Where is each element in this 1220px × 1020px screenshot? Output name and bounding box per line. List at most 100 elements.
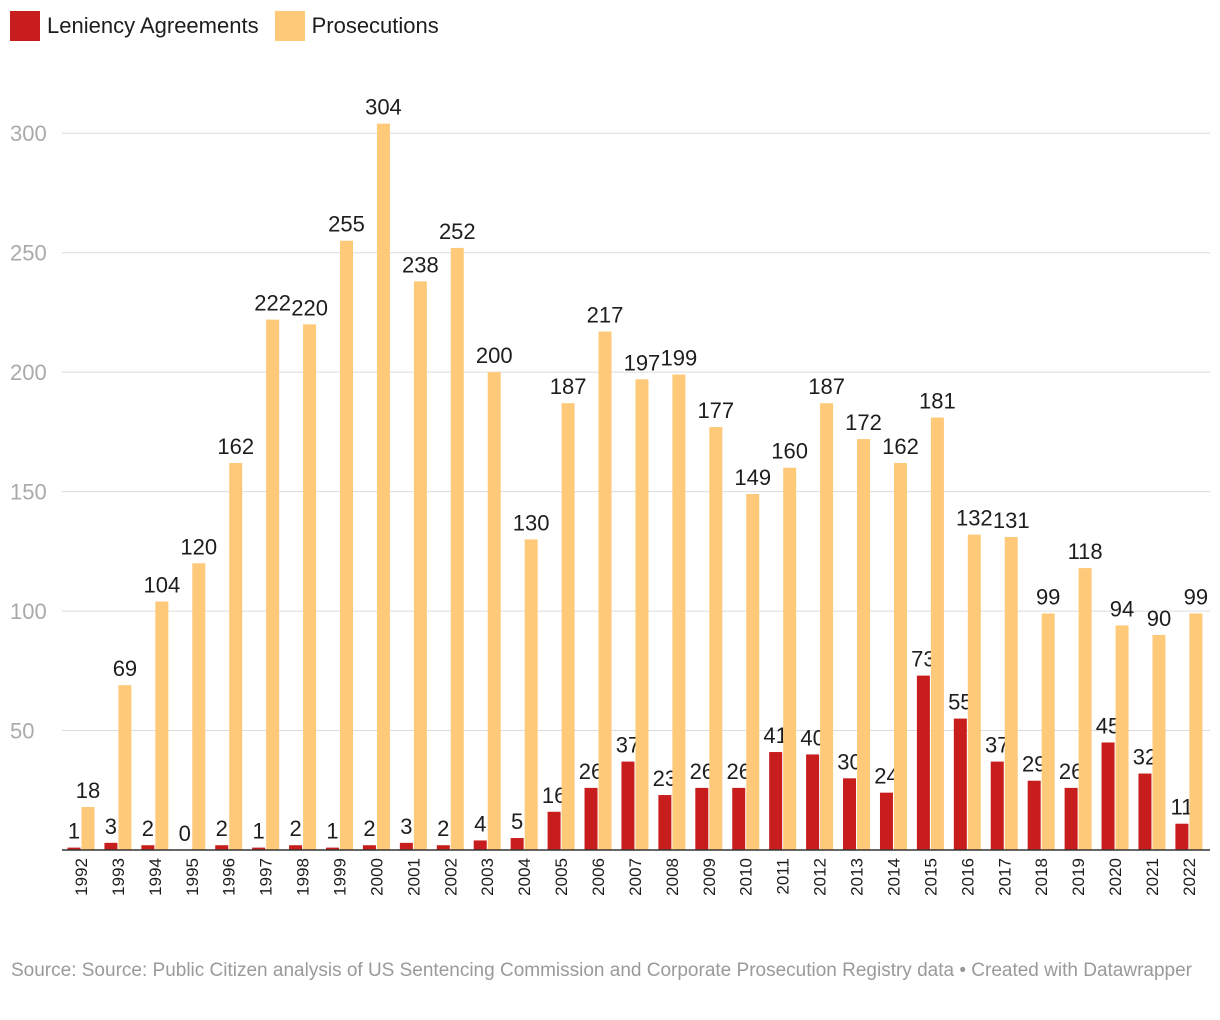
bar-prosecutions xyxy=(118,685,132,850)
x-tick-label: 1996 xyxy=(220,858,239,896)
x-tick-label: 2022 xyxy=(1180,858,1199,896)
bar-leniency xyxy=(510,838,524,850)
bar-prosecutions xyxy=(413,281,427,851)
x-tick-label: 2003 xyxy=(478,858,497,896)
y-tick-label: 100 xyxy=(10,599,47,624)
y-tick-label: 300 xyxy=(10,121,47,146)
data-label-prosecutions: 90 xyxy=(1147,606,1171,631)
data-label-leniency: 2 xyxy=(289,816,301,841)
bar-leniency xyxy=(658,795,672,850)
data-label-prosecutions: 149 xyxy=(734,465,771,490)
bar-prosecutions xyxy=(1004,537,1018,850)
bar-prosecutions xyxy=(340,240,354,851)
x-tick-label: 2018 xyxy=(1032,858,1051,896)
legend-label-prosecutions: Prosecutions xyxy=(311,13,439,38)
data-label-prosecutions: 304 xyxy=(365,95,402,120)
bar-leniency xyxy=(326,847,340,850)
data-label-leniency: 3 xyxy=(105,814,117,839)
bar-leniency xyxy=(1064,787,1078,850)
y-tick-label: 50 xyxy=(10,719,34,744)
bar-prosecutions xyxy=(524,539,538,850)
bar-prosecutions xyxy=(376,123,390,850)
x-tick-label: 2011 xyxy=(774,858,793,895)
bar-prosecutions xyxy=(487,372,501,850)
x-tick-label: 2012 xyxy=(811,858,830,896)
x-tick-label: 1993 xyxy=(109,858,128,896)
data-label-prosecutions: 187 xyxy=(550,374,587,399)
x-tick-label: 2007 xyxy=(626,858,645,896)
x-tick-label: 1994 xyxy=(146,858,165,896)
data-label-prosecutions: 220 xyxy=(291,295,328,320)
legend-swatch-leniency xyxy=(10,11,40,41)
data-label-leniency: 2 xyxy=(437,816,449,841)
data-label-prosecutions: 222 xyxy=(254,291,291,316)
data-label-prosecutions: 177 xyxy=(697,398,734,423)
bar-leniency xyxy=(399,842,413,850)
bar-leniency xyxy=(879,792,893,850)
bar-prosecutions xyxy=(1115,625,1129,850)
data-label-prosecutions: 131 xyxy=(993,508,1030,533)
data-label-prosecutions: 172 xyxy=(845,410,882,435)
bar-leniency xyxy=(584,787,598,850)
data-label-prosecutions: 104 xyxy=(144,573,181,598)
data-label-leniency: 4 xyxy=(474,811,486,836)
x-tick-label: 2015 xyxy=(921,858,940,896)
bar-leniency xyxy=(1175,823,1189,850)
data-label-prosecutions: 118 xyxy=(1068,539,1103,564)
x-tick-label: 2005 xyxy=(552,858,571,896)
bar-leniency xyxy=(806,754,820,850)
legend-label-leniency: Leniency Agreements xyxy=(47,13,259,38)
data-label-prosecutions: 69 xyxy=(113,656,137,681)
bar-prosecutions xyxy=(598,331,612,851)
bar-prosecutions xyxy=(81,806,95,850)
data-label-prosecutions: 238 xyxy=(402,252,439,277)
bar-leniency xyxy=(547,811,561,850)
bar-leniency xyxy=(843,778,857,850)
data-label-leniency: 1 xyxy=(253,819,265,844)
x-tick-label: 2010 xyxy=(737,858,756,896)
bar-prosecutions xyxy=(967,534,981,850)
data-label-prosecutions: 255 xyxy=(328,212,365,237)
bar-leniency xyxy=(1027,780,1041,850)
data-label-prosecutions: 130 xyxy=(513,510,550,535)
bar-leniency xyxy=(473,840,487,850)
bar-prosecutions xyxy=(820,403,834,850)
x-tick-label: 1995 xyxy=(183,858,202,896)
x-tick-label: 2013 xyxy=(848,858,867,896)
data-label-prosecutions: 99 xyxy=(1184,584,1208,609)
bar-prosecutions xyxy=(746,494,760,850)
bar-prosecutions xyxy=(303,324,317,851)
data-label-leniency: 2 xyxy=(363,816,375,841)
x-tick-label: 2019 xyxy=(1069,858,1088,896)
x-tick-label: 1992 xyxy=(72,858,91,896)
bar-prosecutions xyxy=(783,467,797,850)
legend: Leniency Agreements Prosecutions xyxy=(10,10,455,42)
bar-prosecutions xyxy=(857,439,871,850)
data-label-prosecutions: 120 xyxy=(180,534,217,559)
data-label-prosecutions: 162 xyxy=(217,434,254,459)
bar-leniency xyxy=(990,761,1004,850)
data-label-leniency: 11 xyxy=(1170,795,1193,820)
x-tick-label: 2021 xyxy=(1143,858,1162,896)
bar-leniency xyxy=(436,845,450,850)
x-tick-label: 2004 xyxy=(515,858,534,896)
bar-leniency xyxy=(104,842,118,850)
bar-prosecutions xyxy=(229,462,243,850)
x-tick-label: 2001 xyxy=(404,858,423,896)
source-footer: Source: Source: Public Citizen analysis … xyxy=(11,960,1192,981)
x-tick-label: 2000 xyxy=(367,858,386,896)
data-label-prosecutions: 197 xyxy=(624,350,661,375)
bar-prosecutions xyxy=(1041,613,1055,850)
bar-prosecutions xyxy=(1189,613,1203,850)
data-label-prosecutions: 200 xyxy=(476,343,513,368)
bar-leniency xyxy=(252,847,266,850)
y-tick-label: 150 xyxy=(10,480,47,505)
bar-prosecutions xyxy=(672,374,686,850)
bar-leniency xyxy=(141,845,155,850)
data-label-prosecutions: 162 xyxy=(882,434,919,459)
bar-leniency xyxy=(1138,773,1152,850)
bar-prosecutions xyxy=(1152,634,1166,850)
data-label-prosecutions: 18 xyxy=(76,778,100,803)
data-label-leniency: 1 xyxy=(68,819,80,844)
bar-leniency xyxy=(1101,742,1115,850)
